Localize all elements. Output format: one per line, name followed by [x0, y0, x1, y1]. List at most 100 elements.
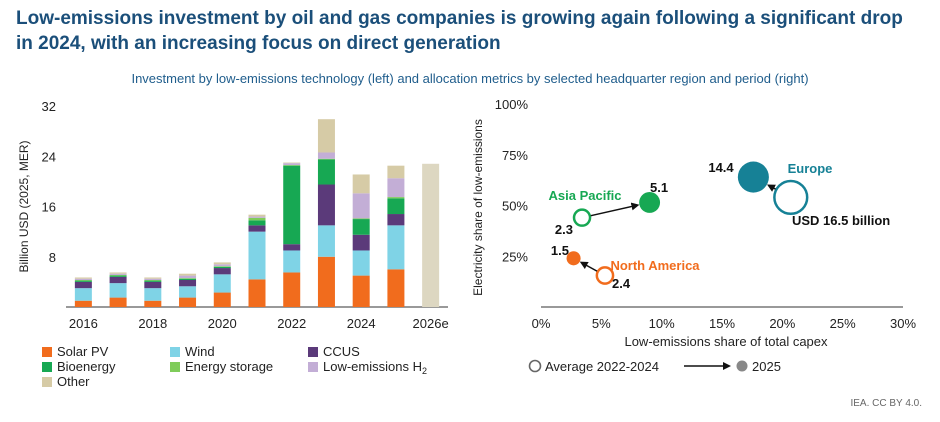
scatter-point-north-america-average [595, 266, 615, 285]
bar-segment-ccus [74, 281, 92, 289]
bar-segment-wind [317, 225, 335, 257]
bar-segment-energy-storage [248, 217, 266, 221]
region-label-europe: Europe [788, 161, 833, 176]
bar-segment-ccus [248, 225, 266, 232]
bar-segment-solar-pv [109, 297, 127, 307]
bar-segment-solar-pv [387, 269, 405, 307]
value-label-europe-2025: 14.4 [708, 160, 734, 175]
scatter-y-tick-label: 50% [502, 199, 528, 214]
scatter-chart: 0% 5% 10% 15% 20% 25% 30% 25% 50% 75% 100% Electric… [471, 97, 916, 349]
bar-segment-other [283, 162, 301, 164]
bar-x-tick-label: 2026e [413, 316, 449, 331]
bar-segment-solar-pv [248, 279, 266, 307]
legend-2025-marker [736, 360, 748, 372]
scatter-point-asia-pacific-2025 [639, 192, 661, 213]
scatter-legend: Average 2022-2024 2025 [528, 359, 781, 374]
bar-segment-ccus [352, 234, 370, 251]
bar-segment-hydrogen [387, 178, 405, 198]
value-label-europe-average: USD 16.5 billion [792, 213, 890, 228]
chart-subtitle: Investment by low-emissions technology (… [131, 71, 809, 86]
scatter-point-europe-average [773, 179, 809, 216]
value-label-north-america-2025: 1.5 [551, 243, 569, 258]
bar-segment-solar-pv [317, 256, 335, 307]
bar-x-tick-label: 2024 [347, 316, 376, 331]
bar-segment-hydrogen [283, 163, 301, 166]
bar-segment-energy-storage [144, 279, 162, 281]
bar-segment-wind [387, 225, 405, 270]
bar-y-axis-label: Billion USD (2025, MER) [17, 140, 31, 272]
scatter-point-europe-2025 [737, 161, 769, 193]
bar-x-tick-label: 2020 [208, 316, 237, 331]
bar-chart: 8 16 24 32 Billion USD (2025, MER) 2016 2018 20… [17, 99, 449, 331]
bar-segment-wind [144, 288, 162, 301]
bar-y-tick-label: 16 [42, 200, 56, 215]
scatter-arrow-north-america [579, 261, 598, 272]
scatter-x-axis-label: Low-emissions share of total capex [624, 334, 828, 349]
bar-segment-solar-pv [352, 275, 370, 307]
bar-x-tick-label: 2022 [277, 316, 306, 331]
legend-swatch-wind [170, 347, 180, 357]
bar-segment-energy-storage [109, 274, 127, 276]
bar-segment-hydrogen [213, 264, 231, 267]
region-label-north-america: North America [610, 258, 700, 273]
bar-segment-hydrogen [317, 152, 335, 159]
bar-segment-wind [283, 250, 301, 273]
bar-segment-ccus [387, 214, 405, 226]
bar-segment-energy-storage [213, 266, 231, 267]
bar-segment-hydrogen [144, 278, 162, 280]
legend-label-solar-pv: Solar PV [57, 344, 109, 359]
bar-segment-energy-storage [317, 158, 335, 160]
legend-label-hydrogen: Low-emissions H2 [323, 359, 427, 376]
bar-segment-wind [248, 231, 266, 280]
bar-segment-other [422, 163, 440, 307]
legend-label-ccus: CCUS [323, 344, 360, 359]
scatter-y-axis-label: Electricity share of low-emissions [471, 119, 485, 296]
bar-segment-bioenergy [144, 280, 162, 282]
bar-segment-hydrogen [248, 216, 266, 218]
bar-segment-other [179, 273, 197, 276]
scatter-y-tick-label: 25% [502, 249, 528, 264]
legend-label-subscript: 2 [422, 366, 427, 376]
bar-segment-bioenergy [317, 159, 335, 185]
legend-label-other: Other [57, 374, 90, 389]
bar-segment-other [109, 272, 127, 274]
bar-y-tick-label: 24 [42, 149, 56, 164]
bar-segment-hydrogen [352, 193, 370, 219]
bar-segment-hydrogen [109, 273, 127, 275]
region-label-asia-pacific: Asia Pacific [549, 188, 622, 203]
bar-segment-bioenergy [179, 278, 197, 280]
bar-segment-ccus [109, 276, 127, 284]
scatter-x-tick-label: 25% [830, 316, 856, 331]
legend-2025-label: 2025 [752, 359, 781, 374]
bar-segment-energy-storage [283, 165, 301, 166]
scatter-point-asia-pacific-average [572, 208, 592, 227]
bar-segment-wind [109, 283, 127, 298]
scatter-y-tick-label: 75% [502, 148, 528, 163]
bar-segment-bioenergy [74, 280, 92, 282]
bar-segment-other [317, 119, 335, 153]
bar-segment-ccus [179, 279, 197, 287]
scatter-x-tick-label: 15% [709, 316, 735, 331]
bar-segment-hydrogen [179, 275, 197, 279]
bar-segment-wind [213, 274, 231, 293]
bar-segment-bioenergy [248, 220, 266, 226]
bar-segment-solar-pv [74, 300, 92, 307]
bar-segment-other [248, 214, 266, 217]
scatter-x-tick-label: 5% [592, 316, 611, 331]
value-label-north-america-average: 2.4 [612, 276, 631, 291]
value-label-asia-pacific-2025: 5.1 [650, 180, 668, 195]
bar-x-tick-label: 2018 [138, 316, 167, 331]
bar-legend: Solar PV Wind CCUS Bioenergy Energy storage L… [42, 344, 427, 389]
legend-label-wind: Wind [185, 344, 215, 359]
legend-label-bioenergy: Bioenergy [57, 359, 116, 374]
bar-segment-energy-storage [352, 218, 370, 220]
scatter-x-tick-label: 30% [890, 316, 916, 331]
legend-average-marker [528, 359, 542, 373]
scatter-arrow-europe [767, 184, 776, 192]
scatter-y-tick-label: 100% [495, 97, 529, 112]
bar-segment-bioenergy [387, 198, 405, 215]
bar-segment-other [144, 277, 162, 279]
bar-segment-wind [352, 250, 370, 276]
bar-segment-solar-pv [283, 272, 301, 307]
